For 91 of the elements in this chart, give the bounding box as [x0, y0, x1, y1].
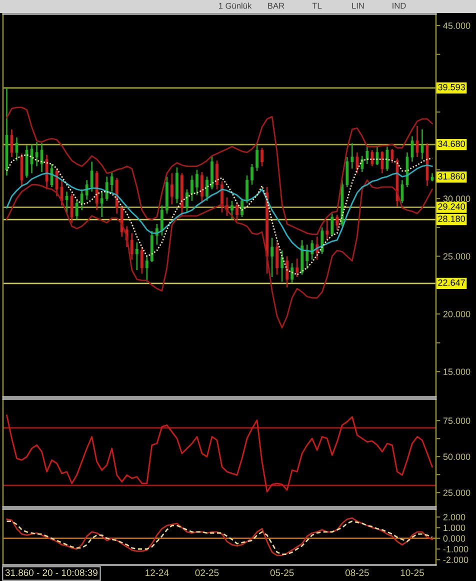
candlestick [45, 154, 48, 190]
candlestick [190, 174, 194, 202]
candlestick [376, 146, 379, 166]
ref-line-label: 34.680 [438, 140, 465, 148]
candlestick [140, 246, 144, 274]
candlestick [296, 258, 298, 278]
candlestick [130, 232, 134, 260]
candlestick [50, 163, 54, 188]
annotation: 31.860 [438, 173, 465, 180]
candlestick [75, 199, 78, 220]
candlestick [336, 214, 339, 230]
candlestick [65, 191, 68, 214]
candlestick [260, 147, 264, 167]
candlestick [280, 250, 284, 282]
ref-line-label: 22.647 [438, 279, 465, 286]
candlestick [55, 168, 58, 197]
y-tick-label: 25.000 [443, 253, 470, 260]
candlestick [10, 128, 14, 158]
candlestick [256, 144, 258, 172]
candlestick [156, 223, 158, 246]
candlestick [160, 204, 164, 236]
y-tick-label: 2.000 [443, 514, 466, 520]
ref-line-label: 29.240 [438, 203, 465, 210]
x-tick-label: 02-25 [195, 569, 219, 576]
candlestick [386, 146, 389, 172]
line-series [6, 414, 433, 492]
candlestick [80, 188, 84, 211]
candlestick [306, 244, 309, 270]
line-series [6, 106, 433, 236]
candlestick [346, 156, 349, 188]
candlestick [146, 256, 148, 282]
y-tick-label: 20.000 [443, 310, 470, 318]
candlestick [330, 212, 334, 236]
ref-line-label: 39.593 [438, 84, 465, 90]
candlestick [35, 141, 38, 167]
text: TL [312, 2, 322, 9]
candlestick [310, 239, 314, 260]
candlestick [270, 237, 274, 278]
y-tick-label: 30.000 [443, 196, 470, 202]
candlestick [136, 242, 138, 271]
y-tick-label: 75.000 [443, 418, 470, 424]
candlestick [60, 179, 64, 206]
candlestick [110, 171, 114, 192]
text: IND [392, 2, 406, 9]
candlestick [15, 136, 18, 162]
ref-line-label: 28.180 [438, 216, 465, 222]
candlestick [420, 128, 424, 160]
y-tick-label: 0.000 [443, 535, 466, 542]
candlestick [216, 160, 218, 190]
candlestick [276, 242, 278, 276]
y-tick-label: -2.000 [443, 556, 468, 564]
candlestick [196, 169, 198, 196]
candlestick [206, 176, 208, 202]
text: BAR [268, 2, 284, 9]
candlestick [70, 193, 74, 224]
candlestick [380, 150, 384, 174]
y-tick-label: 1.000 [444, 524, 466, 532]
x-tick-label: 10-25 [400, 569, 424, 576]
y-tick-label: 45.000 [443, 22, 470, 29]
candlestick [105, 176, 108, 202]
candlestick [200, 171, 204, 204]
x-tick-label: 05-25 [270, 569, 294, 576]
candlestick [390, 148, 394, 164]
candlestick [170, 172, 174, 205]
candlestick [246, 174, 248, 204]
y-tick-label: 50.000 [443, 454, 470, 460]
text: 31.860 - 20 - 10:08:39 [5, 569, 98, 576]
candlestick [326, 220, 329, 241]
candlestick [410, 136, 414, 162]
candlestick [366, 146, 369, 165]
candlestick [286, 256, 288, 288]
candlestick [350, 142, 354, 170]
candlestick [236, 202, 238, 222]
candlestick [230, 200, 234, 220]
candlestick [356, 152, 359, 174]
y-tick-label: -1.000 [443, 546, 468, 552]
x-tick-label: 12-24 [146, 569, 169, 576]
x-tick-label: 08-25 [345, 569, 369, 576]
y-tick-label: 25.000 [443, 490, 470, 496]
text: LIN [352, 2, 364, 9]
candlestick [416, 125, 419, 158]
candlestick [370, 150, 374, 167]
candlestick [100, 191, 104, 218]
y-tick-label: 15.000 [444, 368, 470, 375]
line-series [6, 179, 433, 328]
candlestick [240, 198, 244, 218]
candlestick [360, 155, 364, 173]
text: 1 Günlük [218, 2, 252, 9]
candlestick [220, 180, 224, 214]
candlestick [90, 161, 94, 192]
candlestick [250, 163, 254, 186]
